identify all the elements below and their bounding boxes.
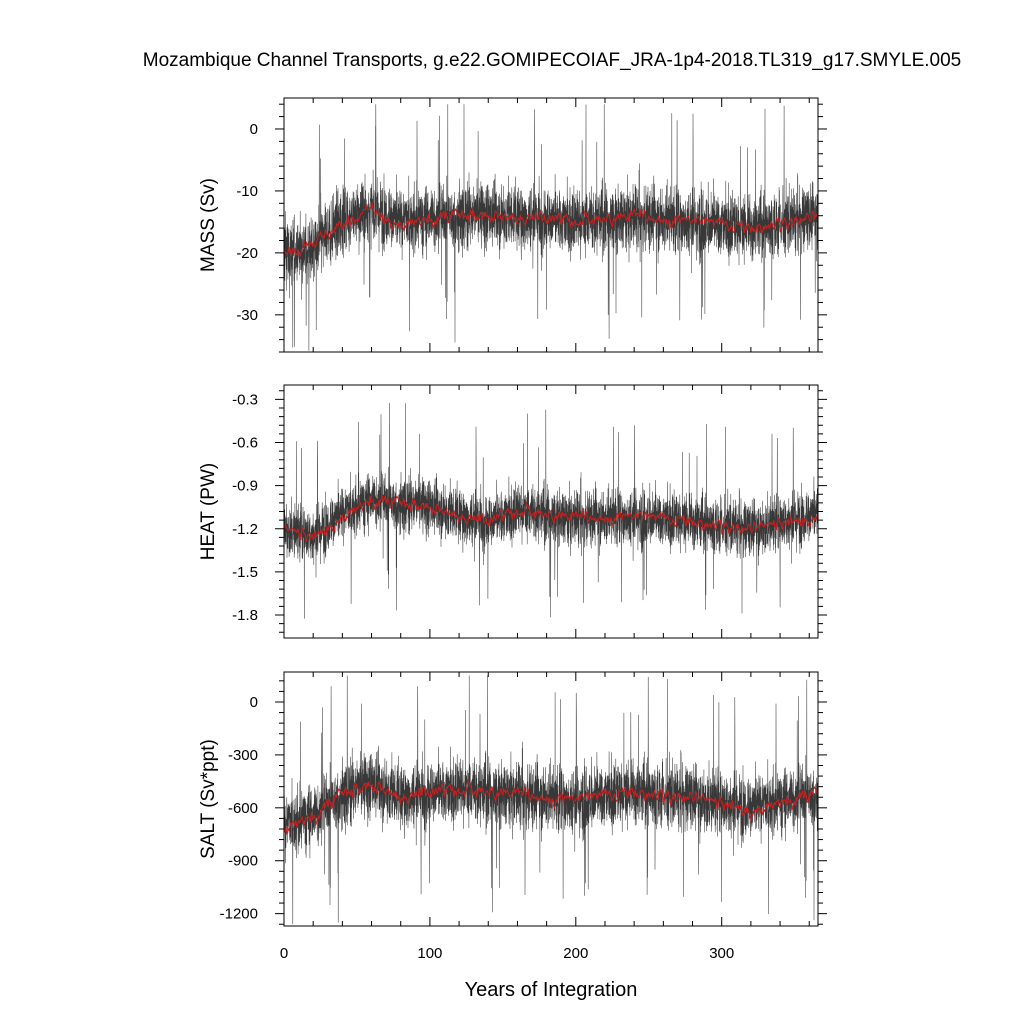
y-tick-label: 0 (250, 694, 258, 711)
x-tick-label: 200 (563, 945, 588, 962)
raw-series-line (284, 675, 818, 925)
y-axis-label: MASS (Sv) (198, 178, 219, 272)
x-tick-label: 300 (709, 945, 734, 962)
x-tick-label: 100 (417, 945, 442, 962)
y-tick-label: -1.8 (232, 607, 258, 624)
x-tick-label: 0 (280, 945, 288, 962)
y-tick-label: -20 (236, 245, 258, 262)
y-axis-label: SALT (Sv*ppt) (198, 739, 219, 859)
y-tick-label: -300 (228, 747, 258, 764)
y-axis-label: HEAT (PW) (198, 463, 219, 560)
panel-0: 0 -10 -20 -30 MASS (Sv) (198, 97, 827, 353)
raw-series-line (284, 104, 818, 351)
smoothed-series-line (284, 495, 818, 542)
y-tick-label: -10 (236, 183, 258, 200)
y-tick-label: -0.3 (232, 391, 258, 408)
y-tick-label: -1200 (220, 906, 258, 923)
plot-frame (283, 671, 819, 927)
y-tick-label: -1.2 (232, 521, 258, 538)
y-tick-label: 0 (250, 121, 258, 138)
smoothed-series-line (284, 778, 818, 835)
y-tick-label: -1.5 (232, 564, 258, 581)
panel-2: 0 -300 -600 -900 -1200 SALT (Sv*ppt) 0 100 200 30… (198, 671, 827, 962)
y-tick-label: -900 (228, 853, 258, 870)
smoothed-series-line (284, 202, 818, 257)
panel-1: -0.3 -0.6 -0.9 -1.2 -1.5 -1.8 HEAT (PW) (198, 384, 827, 639)
y-tick-label: -30 (236, 307, 258, 324)
x-axis-label: Years of Integration (465, 979, 638, 1001)
chart-title: Mozambique Channel Transports, g.e22.GOM… (143, 50, 962, 71)
y-tick-label: -0.9 (232, 478, 258, 495)
y-tick-label: -600 (228, 800, 258, 817)
plot-frame (283, 97, 819, 353)
y-tick-label: -0.6 (232, 435, 258, 452)
raw-series-line (284, 402, 818, 619)
